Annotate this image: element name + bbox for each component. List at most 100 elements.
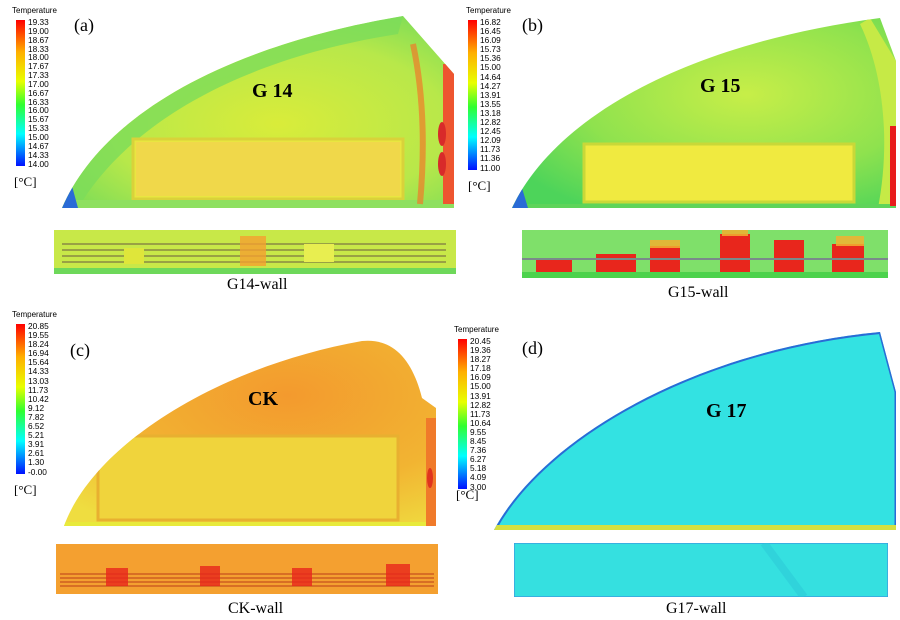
colorbar-tick-label: 7.36: [470, 445, 487, 456]
colorbar-tick-label: 15.00: [28, 131, 49, 142]
colorbar-ticks: 19.33 19.00 18.67 18.33 18.00 17.67 17.33 17.00…: [28, 18, 49, 168]
colorbar-tick-label: 6.27: [470, 454, 487, 465]
panel-label: (a): [74, 15, 94, 35]
colorbar-ticks: 16.82 16.45 16.09 15.73 15.36 15.00 14.64 14.27…: [480, 18, 501, 172]
wall-contour: [54, 230, 456, 274]
colorbar-tick-label: 12.82: [480, 117, 501, 128]
colorbar-tick-label: 13.03: [28, 375, 49, 386]
colorbar-tick-label: 15.00: [480, 62, 501, 73]
colorbar-tick-label: 17.18: [470, 363, 491, 374]
colorbar-tick-label: 19.33: [28, 17, 49, 27]
colorbar-tick-label: 12.09: [480, 135, 501, 146]
colorbar-tick-label: 13.91: [470, 390, 491, 401]
wall-contour: [522, 230, 888, 278]
panel-label: (d): [522, 338, 543, 358]
colorbar-tick-label: 15.73: [480, 44, 501, 55]
colorbar-tick-label: 16.94: [28, 348, 49, 359]
colorbar-tick-label: 3.00: [470, 481, 487, 492]
colorbar-tick-label: 18.33: [28, 43, 49, 54]
panel-title: G 17: [706, 400, 747, 422]
colorbar-tick-label: 17.67: [28, 61, 49, 72]
colorbar-tick-label: 11.36: [480, 153, 501, 164]
colorbar-tick-label: 16.67: [28, 87, 49, 98]
colorbar-tick-label: 17.00: [28, 78, 49, 89]
colorbar-tick-label: 19.36: [470, 345, 491, 356]
contour-view: [494, 332, 896, 530]
legend-title: Temperature: [466, 6, 511, 15]
wall-label: G14-wall: [227, 276, 288, 293]
contour-view: [64, 340, 436, 526]
wall-contour: [56, 544, 438, 594]
colorbar-tick-label: 13.18: [480, 107, 501, 118]
legend-unit: [°C]: [468, 178, 491, 193]
colorbar-tick-label: 14.33: [28, 366, 49, 377]
legend-unit: [°C]: [14, 482, 37, 497]
colorbar-tick-label: 16.33: [28, 96, 49, 107]
legend-title: Temperature: [12, 6, 57, 15]
legend-unit: [°C]: [14, 174, 37, 189]
colorbar: [468, 20, 477, 170]
legend-title: Temperature: [12, 310, 57, 319]
legend-unit: [°C]: [456, 487, 479, 502]
colorbar: [16, 20, 25, 166]
colorbar-tick-label: 13.55: [480, 98, 501, 109]
colorbar-tick-label: 7.82: [28, 411, 45, 422]
wall-label: G17-wall: [666, 600, 727, 617]
colorbar-tick-label: 18.00: [28, 52, 49, 63]
wall-label: G15-wall: [668, 284, 729, 301]
colorbar-tick-label: 18.27: [470, 354, 491, 365]
panel-title: G 14: [252, 80, 293, 102]
colorbar-tick-label: 16.82: [480, 17, 501, 27]
colorbar-tick-label: 14.27: [480, 80, 501, 91]
legend-title: Temperature: [454, 325, 499, 334]
contour-view: [62, 16, 454, 208]
colorbar-tick-label: 10.64: [470, 417, 491, 428]
colorbar-tick-label: 12.45: [480, 126, 501, 137]
colorbar-tick-label: 15.00: [470, 381, 491, 392]
colorbar-tick-label: 11.00: [480, 162, 501, 173]
colorbar-tick-label: -0.00: [28, 466, 47, 477]
colorbar-tick-label: 4.09: [470, 472, 487, 483]
colorbar-tick-label: 15.64: [28, 357, 49, 368]
colorbar: [458, 339, 467, 489]
colorbar-tick-label: 6.52: [28, 421, 45, 432]
panel-title: CK: [248, 388, 278, 410]
colorbar-tick-label: 9.12: [28, 402, 45, 413]
colorbar-tick-label: 20.45: [470, 336, 491, 346]
colorbar-tick-label: 11.73: [28, 384, 49, 395]
colorbar: [16, 324, 25, 474]
colorbar-tick-label: 14.64: [480, 71, 501, 82]
colorbar-tick-label: 13.91: [480, 89, 501, 100]
colorbar-tick-label: 15.33: [28, 123, 49, 134]
colorbar-tick-label: 5.21: [28, 430, 45, 441]
colorbar-tick-label: 3.91: [28, 439, 45, 450]
colorbar-tick-label: 15.67: [28, 114, 49, 125]
colorbar-tick-label: 15.36: [480, 53, 501, 64]
colorbar-ticks: 20.45 19.36 18.27 17.18 16.09 15.00 13.91 12.82…: [470, 337, 491, 491]
colorbar-tick-label: 17.33: [28, 70, 49, 81]
colorbar-tick-label: 16.00: [28, 105, 49, 116]
colorbar-tick-label: 11.73: [470, 408, 491, 419]
colorbar-tick-label: 16.09: [470, 372, 491, 383]
colorbar-tick-label: 12.82: [470, 399, 491, 410]
colorbar-tick-label: 18.24: [28, 339, 49, 350]
colorbar-tick-label: 18.67: [28, 34, 49, 45]
colorbar-tick-label: 19.00: [28, 25, 49, 36]
colorbar-ticks: 20.85 19.55 18.24 16.94 15.64 14.33 13.03 11.73…: [28, 322, 49, 476]
colorbar-tick-label: 16.45: [480, 26, 501, 37]
colorbar-tick-label: 16.09: [480, 35, 501, 46]
colorbar-tick-label: 9.55: [470, 426, 487, 437]
panel-label: (b): [522, 15, 543, 35]
colorbar-tick-label: 14.33: [28, 149, 49, 160]
panel-label: (c): [70, 340, 90, 360]
colorbar-tick-label: 14.00: [28, 158, 49, 169]
colorbar-tick-label: 10.42: [28, 393, 49, 404]
colorbar-tick-label: 19.55: [28, 330, 49, 341]
colorbar-tick-label: 8.45: [470, 436, 487, 447]
colorbar-tick-label: 14.67: [28, 140, 49, 151]
panel-title: G 15: [700, 75, 741, 97]
wall-contour: [514, 543, 888, 597]
colorbar-tick-label: 2.61: [28, 448, 45, 459]
colorbar-tick-label: 1.30: [28, 457, 45, 468]
colorbar-tick-label: 5.18: [470, 463, 487, 474]
